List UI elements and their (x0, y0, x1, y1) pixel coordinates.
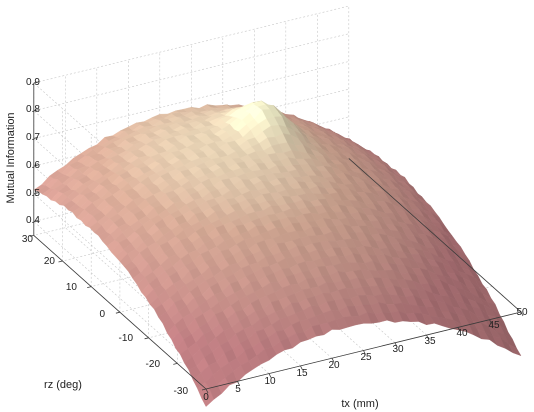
y-tick-mark (29, 235, 34, 237)
x-tick-mark (457, 327, 461, 332)
x-tick-mark (520, 311, 524, 317)
z-tick-label: 0.8 (26, 104, 40, 115)
x-tick-label: 20 (328, 360, 340, 371)
x-axis-label: tx (mm) (341, 398, 378, 410)
y-tick-label: -20 (146, 359, 161, 370)
surface-patch (508, 343, 522, 357)
z-tick-mark (33, 220, 38, 222)
x-tick-mark (363, 350, 366, 355)
x-tick-mark (394, 342, 398, 347)
z-tick-label: 0.4 (26, 215, 40, 226)
z-tick-mark (33, 164, 38, 167)
x-tick-label: 15 (296, 368, 308, 379)
z-tick-mark (33, 109, 38, 112)
x-tick-mark (331, 358, 335, 363)
y-tick-label: 20 (44, 256, 56, 267)
x-tick-label: 5 (235, 384, 241, 395)
y-tick-label: 10 (66, 282, 78, 293)
z-tick-label: 0.7 (26, 132, 40, 143)
x-tick-label: 35 (424, 336, 436, 347)
y-tick-mark (115, 311, 120, 314)
grid-line (33, 144, 349, 376)
y-tick-mark (87, 286, 92, 288)
x-axis-ticks: 0 5 10 15 20 25 30 35 40 45 50 (203, 307, 528, 403)
z-tick-mark (33, 137, 38, 139)
x-tick-label: 10 (264, 376, 276, 387)
y-tick-mark (58, 260, 63, 263)
y-tick-label: -10 (119, 333, 134, 344)
x-tick-mark (426, 334, 429, 340)
x-tick-mark (205, 388, 209, 394)
y-tick-mark (173, 363, 178, 365)
x-tick-label: 45 (488, 320, 500, 331)
y-tick-mark (144, 337, 149, 340)
y-tick-label: 0 (99, 309, 105, 320)
z-tick-label: 0.5 (26, 188, 40, 199)
x-tick-label: 50 (516, 307, 528, 318)
x-tick-label: 25 (360, 352, 372, 363)
z-tick-mark (33, 81, 38, 84)
axis-line (348, 158, 522, 313)
x-tick-mark (300, 365, 303, 371)
mutual-information-surface (33, 100, 522, 407)
z-tick-label: 0.9 (26, 77, 40, 88)
y-tick-label: -30 (174, 386, 189, 397)
y-tick-label: 30 (22, 234, 34, 245)
z-axis-label: Mutual Information (5, 112, 17, 203)
z-axis-ticks: 0.4 0.5 0.6 0.7 0.8 0.9 (26, 77, 40, 226)
x-tick-label: 40 (456, 328, 468, 339)
z-tick-mark (33, 192, 38, 195)
y-axis-ticks: 30 20 10 0 -10 -20 -30 (22, 234, 189, 397)
x-tick-mark (268, 373, 272, 378)
y-tick-mark (201, 388, 207, 391)
x-tick-label: 30 (392, 344, 404, 355)
x-tick-mark (489, 319, 492, 324)
axes-frame (29, 81, 524, 394)
y-axis-label: rz (deg) (44, 379, 82, 391)
x-tick-mark (237, 381, 240, 386)
z-tick-label: 0.6 (26, 160, 40, 171)
x-tick-label: 0 (203, 392, 209, 403)
